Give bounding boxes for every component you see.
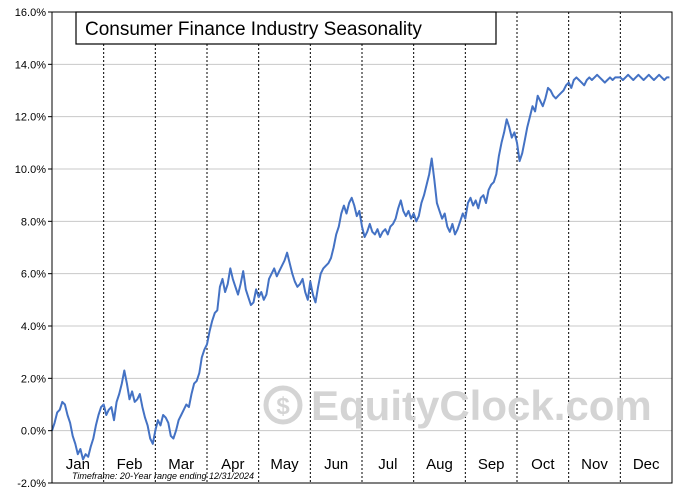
chart-title: Consumer Finance Industry Seasonality <box>85 19 422 40</box>
x-month-label: Jan <box>66 456 90 473</box>
y-tick-label: 14.0% <box>15 59 46 71</box>
series-line <box>51 73 670 461</box>
x-month-label: Dec <box>633 456 660 473</box>
y-tick-label: -2.0% <box>17 478 46 490</box>
series-layer <box>51 73 670 461</box>
x-month-label: Sep <box>478 456 505 473</box>
chart-footnote: Timeframe: 20-Year range ending 12/31/20… <box>72 471 254 481</box>
watermark-logo-icon: $ <box>263 385 303 425</box>
x-month-label: Nov <box>581 456 608 473</box>
y-tick-label: 2.0% <box>21 373 46 385</box>
watermark: $ EquityClock.com <box>263 382 652 429</box>
x-month-label: Mar <box>168 456 194 473</box>
x-month-label: Oct <box>531 456 555 473</box>
y-tick-label: 16.0% <box>15 7 46 19</box>
svg-text:$: $ <box>276 393 290 420</box>
x-month-label: Apr <box>221 456 244 473</box>
x-month-label: Jul <box>378 456 397 473</box>
y-tick-label: 10.0% <box>15 164 46 176</box>
watermark-text: EquityClock.com <box>311 382 652 429</box>
x-month-label: Aug <box>426 456 453 473</box>
y-tick-label: 4.0% <box>21 321 46 333</box>
x-month-label: Jun <box>324 456 348 473</box>
y-tick-label: 12.0% <box>15 112 46 124</box>
y-tick-label: 6.0% <box>21 269 46 281</box>
y-tick-label: 8.0% <box>21 216 46 228</box>
x-month-label: Feb <box>117 456 143 473</box>
axis-layer: 16.0% 14.0% 12.0% 10.0% 8.0% 6.0% 4.0% 2.0% 0.0%… <box>15 7 673 490</box>
x-month-label: May <box>270 456 299 473</box>
chart-title-box: Consumer Finance Industry Seasonality <box>75 11 497 45</box>
y-tick-label: 0.0% <box>21 426 46 438</box>
